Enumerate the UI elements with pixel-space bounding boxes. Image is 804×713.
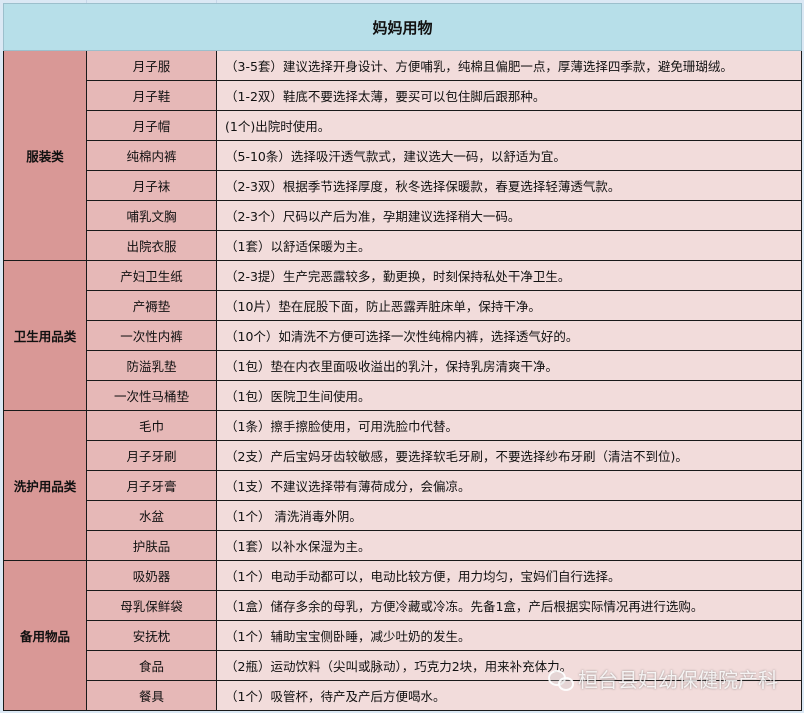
- table-row: 月子牙刷 （2支）产后宝妈牙齿较敏感，要选择软毛牙刷，不要选择纱布牙刷（清洁不到位…: [4, 440, 802, 471]
- item-name-cell: 食品: [86, 650, 217, 681]
- item-description-cell: （1盒）储存多余的母乳，方便冷藏或冷冻。先备1盒，产后根据实际情况再进行选购。: [216, 590, 802, 621]
- table-row: 一次性马桶垫 （1包）医院卫生间使用。: [4, 380, 802, 411]
- item-description-cell: （3-5套）建议选择开身设计、方便哺乳，纯棉且偏肥一点，厚薄选择四季款，避免珊瑚…: [216, 50, 802, 81]
- supplies-table: 妈妈用物 服装类 月子服 （3-5套）建议选择开身设计、方便哺乳，纯棉且偏肥一点，厚…: [3, 3, 802, 711]
- table-row: 卫生用品类 产妇卫生纸 （2-3提）生产完恶露较多，勤更换，时刻保持私处干净卫生。: [3, 260, 802, 411]
- item-name-cell: 安抚枕: [86, 620, 217, 651]
- item-description-cell: （1套）以补水保湿为主。: [216, 530, 802, 561]
- item-name-cell: 母乳保鲜袋: [86, 590, 217, 621]
- table-row: 餐具 （1个）吸管杯，待产及产后方便喝水。: [4, 680, 802, 711]
- table-row: 一次性内裤 （10个）如清洗不方便可选择一次性纯棉内裤，选择透气好的。: [4, 320, 802, 351]
- table-row: 安抚枕 （1个）辅助宝宝侧卧睡，减少吐奶的发生。: [4, 620, 802, 651]
- table-row: 出院衣服 （1套）以舒适保暖为主。: [4, 230, 802, 261]
- item-name-cell: 产妇卫生纸: [86, 260, 217, 291]
- category-cell: 卫生用品类: [3, 260, 87, 411]
- table-row: 纯棉内裤 （5-10条）选择吸汗透气款式，建议选大一码，以舒适为宜。: [4, 140, 802, 171]
- watermark-text: 桓台县妇幼保健院产科: [578, 668, 778, 692]
- item-name-cell: 防溢乳垫: [86, 350, 217, 381]
- wechat-icon: [548, 668, 574, 691]
- item-description-cell: （2-3提）生产完恶露较多，勤更换，时刻保持私处干净卫生。: [216, 260, 802, 291]
- item-name-cell: 吸奶器: [86, 560, 217, 591]
- item-description-cell: （5-10条）选择吸汗透气款式，建议选大一码，以舒适为宜。: [216, 140, 802, 171]
- table-row: 洗护用品类 毛巾 （1条）擦手擦脸使用，可用洗脸巾代替。: [3, 410, 802, 561]
- table-row: 月子鞋 （1-2双）鞋底不要选择太薄，要买可以包住脚后跟那种。: [4, 80, 802, 111]
- table-row: 护肤品 （1套）以补水保湿为主。: [4, 530, 802, 561]
- table-row: 服装类 月子服 （3-5套）建议选择开身设计、方便哺乳，纯棉且偏肥一点，厚薄选择四季…: [3, 50, 802, 261]
- sheet-gridline: [86, 0, 87, 3]
- table-row: 月子帽 (1个)出院时使用。: [4, 110, 802, 141]
- item-name-cell: 月子袜: [86, 170, 217, 201]
- item-name-cell: 月子鞋: [86, 80, 217, 111]
- item-description-cell: （2支）产后宝妈牙齿较敏感，要选择软毛牙刷，不要选择纱布牙刷（清洁不到位)。: [216, 440, 802, 471]
- table-row: 备用物品 吸奶器 （1个）电动手动都可以，电动比较方便，用力均匀，宝妈们自行选择。: [3, 560, 802, 711]
- watermark: 桓台县妇幼保健院产科: [548, 664, 778, 693]
- item-name-cell: 毛巾: [86, 410, 217, 441]
- table-row: 月子袜 （2-3双）根据季节选择厚度，秋冬选择保暖款，春夏选择轻薄透气款。: [4, 170, 802, 201]
- item-name-cell: 月子服: [86, 50, 217, 81]
- item-description-cell: （10个）如清洗不方便可选择一次性纯棉内裤，选择透气好的。: [216, 320, 802, 351]
- item-description-cell: （1个）电动手动都可以，电动比较方便，用力均匀，宝妈们自行选择。: [216, 560, 802, 591]
- item-name-cell: 护肤品: [86, 530, 217, 561]
- table-row: 水盆 （1个） 清洗消毒外阴。: [4, 500, 802, 531]
- item-name-cell: 一次性内裤: [86, 320, 217, 351]
- item-description-cell: （1个）辅助宝宝侧卧睡，减少吐奶的发生。: [216, 620, 802, 651]
- item-name-cell: 月子牙刷: [86, 440, 217, 471]
- item-name-cell: 产褥垫: [86, 290, 217, 321]
- category-cell: 洗护用品类: [3, 410, 87, 561]
- item-name-cell: 月子帽: [86, 110, 217, 141]
- sheet-gridline: [216, 0, 217, 3]
- item-name-cell: 纯棉内裤: [86, 140, 217, 171]
- item-description-cell: （10片）垫在屁股下面，防止恶露弄脏床单，保持干净。: [216, 290, 802, 321]
- table-row: 产褥垫 （10片）垫在屁股下面，防止恶露弄脏床单，保持干净。: [4, 290, 802, 321]
- item-description-cell: （1支）不建议选择带有薄荷成分，会偏凉。: [216, 470, 802, 501]
- item-description-cell: （2-3个）尺码以产后为准，孕期建议选择稍大一码。: [216, 200, 802, 231]
- item-name-cell: 月子牙膏: [86, 470, 217, 501]
- category-cell: 服装类: [3, 50, 87, 261]
- table-row: 哺乳文胸 （2-3个）尺码以产后为准，孕期建议选择稍大一码。: [4, 200, 802, 231]
- table-row: 防溢乳垫 （1包）垫在内衣里面吸收溢出的乳汁，保持乳房清爽干净。: [4, 350, 802, 381]
- table-row: 母乳保鲜袋 （1盒）储存多余的母乳，方便冷藏或冷冻。先备1盒，产后根据实际情况再进…: [4, 590, 802, 621]
- item-name-cell: 一次性马桶垫: [86, 380, 217, 411]
- item-description-cell: （1套）以舒适保暖为主。: [216, 230, 802, 261]
- item-description-cell: （1-2双）鞋底不要选择太薄，要买可以包住脚后跟那种。: [216, 80, 802, 111]
- item-name-cell: 哺乳文胸: [86, 200, 217, 231]
- item-description-cell: （2-3双）根据季节选择厚度，秋冬选择保暖款，春夏选择轻薄透气款。: [216, 170, 802, 201]
- category-cell: 备用物品: [3, 560, 87, 711]
- item-description-cell: （1包）医院卫生间使用。: [216, 380, 802, 411]
- title-row: 妈妈用物: [3, 3, 802, 51]
- item-description-cell: （1个） 清洗消毒外阴。: [216, 500, 802, 531]
- item-description-cell: （1包）垫在内衣里面吸收溢出的乳汁，保持乳房清爽干净。: [216, 350, 802, 381]
- item-name-cell: 餐具: [86, 680, 217, 711]
- item-description-cell: （1个）吸管杯，待产及产后方便喝水。: [216, 680, 802, 711]
- item-description-cell: (1个)出院时使用。: [216, 110, 802, 141]
- table-row: 月子牙膏 （1支）不建议选择带有薄荷成分，会偏凉。: [4, 470, 802, 501]
- item-name-cell: 出院衣服: [86, 230, 217, 261]
- item-description-cell: （1条）擦手擦脸使用，可用洗脸巾代替。: [216, 410, 802, 441]
- item-name-cell: 水盆: [86, 500, 217, 531]
- table-title: 妈妈用物: [3, 3, 802, 51]
